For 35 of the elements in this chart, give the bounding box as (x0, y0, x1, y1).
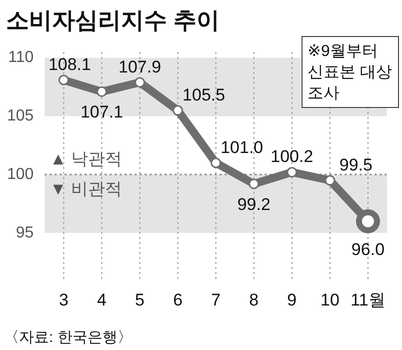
point (172, 105, 184, 116)
x-tick-label: 11월 (350, 290, 386, 310)
data-label: 99.5 (339, 155, 372, 174)
point (58, 74, 69, 86)
point (96, 86, 107, 97)
point (210, 158, 222, 168)
x-tick-label: 7 (211, 290, 221, 310)
y-tick-label: 95 (16, 224, 34, 242)
x-tick-label: 4 (97, 290, 106, 310)
chart-title: 소비자심리지수 추이 (6, 7, 220, 33)
x-tick-label: 3 (58, 290, 68, 310)
data-label: 105.5 (182, 85, 226, 104)
data-label: 100.2 (270, 147, 314, 166)
data-label: 107.1 (80, 102, 124, 122)
x-tick-label: 10 (320, 290, 340, 310)
annotation: ▼ 비관적 (50, 180, 122, 199)
y-tick-label: 105 (6, 108, 34, 125)
annotation: ※9월부터 신표본 대상 조사 (308, 43, 392, 102)
y-tick-label: 100 (6, 166, 34, 183)
point (134, 77, 146, 88)
annotation: ▲ 낙관적 (50, 150, 122, 169)
point (248, 178, 260, 190)
point (324, 175, 336, 186)
data-label: 108.1 (48, 55, 91, 74)
data-label: 101.0 (220, 138, 264, 157)
text: 〈자료: 한국은행〉 (4, 329, 132, 346)
data-label: 107.9 (118, 57, 162, 76)
x-tick-label: 9 (287, 290, 297, 310)
y-tick-label: 110 (8, 49, 34, 66)
data-label: 96.0 (351, 240, 385, 260)
point (286, 166, 298, 178)
x-tick-label: 5 (135, 290, 145, 310)
data-label: 99.2 (237, 194, 270, 214)
x-tick-label: 6 (173, 290, 183, 310)
x-tick-label: 8 (249, 290, 259, 310)
